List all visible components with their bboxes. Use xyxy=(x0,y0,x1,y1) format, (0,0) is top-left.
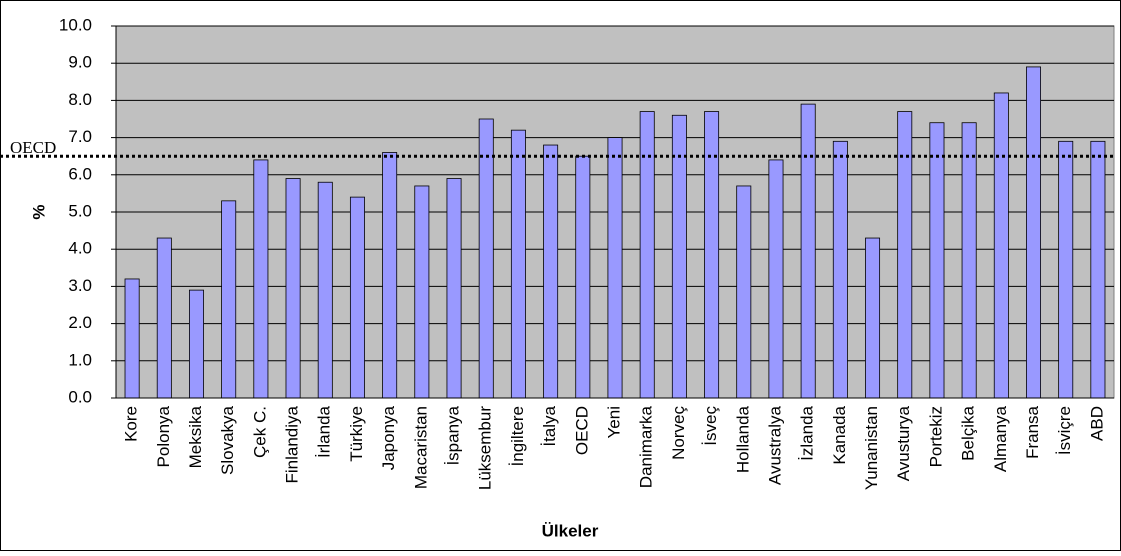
reference-label: OECD xyxy=(10,138,56,157)
bar xyxy=(382,152,398,399)
x-tick-label: Yeni xyxy=(604,406,623,438)
bar xyxy=(510,129,526,399)
y-tick-label: 1.0 xyxy=(68,350,92,369)
bar xyxy=(832,140,848,399)
x-tick-label: Polonya xyxy=(154,405,173,467)
x-tick-label: Japonya xyxy=(379,405,398,470)
x-tick-label: Çek C. xyxy=(250,406,269,458)
x-tick-label: Yunanistan xyxy=(862,406,881,490)
x-tick-label: Fransa xyxy=(1023,405,1042,458)
bar xyxy=(285,178,301,399)
y-tick-label: 8.0 xyxy=(68,90,92,109)
x-tick-label: İsviçre xyxy=(1055,406,1074,455)
y-axis-label: % xyxy=(29,204,48,219)
bar xyxy=(317,181,333,399)
bar xyxy=(349,196,365,399)
x-tick-label: Belçika xyxy=(959,405,978,460)
y-tick-label: 4.0 xyxy=(68,239,92,258)
y-tick-label: 0.0 xyxy=(68,387,92,406)
x-tick-label: Slovakya xyxy=(218,405,237,475)
y-tick-label: 9.0 xyxy=(68,53,92,72)
bar xyxy=(993,92,1009,399)
bar xyxy=(607,137,623,399)
bar xyxy=(253,159,269,399)
bar xyxy=(865,237,881,399)
y-tick-label: 3.0 xyxy=(68,276,92,295)
bar xyxy=(897,111,913,399)
bar xyxy=(800,103,816,399)
x-tick-label: Finlandiya xyxy=(283,405,302,483)
bar xyxy=(414,185,430,399)
x-axis-label: Ülkeler xyxy=(542,521,599,540)
bar xyxy=(1090,140,1106,399)
bar xyxy=(189,289,204,399)
y-tick-label: 2.0 xyxy=(68,313,92,332)
x-tick-label: Avustralya xyxy=(765,405,784,485)
y-tick-label: 10.0 xyxy=(59,15,92,34)
y-tick-label: 5.0 xyxy=(68,201,92,220)
bar xyxy=(478,118,494,399)
x-tick-label: Portekiz xyxy=(926,406,945,467)
bar xyxy=(929,122,945,399)
bar xyxy=(961,122,977,399)
x-tick-label: OECD xyxy=(572,406,591,455)
bar xyxy=(543,144,559,399)
y-tick-label: 6.0 xyxy=(68,164,92,183)
x-tick-label: İsveç xyxy=(701,406,720,446)
x-tick-label: Danimarka xyxy=(637,405,656,488)
bar xyxy=(446,178,462,399)
bar xyxy=(575,155,591,399)
bar xyxy=(639,111,655,399)
bar xyxy=(736,185,752,399)
x-tick-label: İzlanda xyxy=(798,405,817,460)
x-tick-label: Almanya xyxy=(991,405,1010,472)
x-tick-label: Kanada xyxy=(830,405,849,464)
x-tick-label: Norveç xyxy=(669,406,688,460)
bar xyxy=(704,111,720,399)
x-tick-label: Meksika xyxy=(186,405,205,468)
x-tick-label: Kore xyxy=(122,406,141,442)
bar xyxy=(768,159,784,399)
bar xyxy=(156,237,172,399)
x-tick-label: ABD xyxy=(1087,406,1106,441)
x-tick-label: Lüksembur xyxy=(476,406,495,490)
bar xyxy=(1026,66,1041,399)
x-tick-label: Avusturya xyxy=(894,405,913,481)
bar xyxy=(124,278,140,399)
bar xyxy=(221,200,237,399)
y-tick-label: 7.0 xyxy=(68,127,92,146)
x-tick-label: İtalya xyxy=(540,405,559,446)
x-tick-label: Türkiye xyxy=(347,406,366,462)
x-tick-label: İngiltere xyxy=(508,406,527,466)
bar xyxy=(1058,140,1074,399)
x-tick-label: Hollanda xyxy=(733,405,752,473)
x-tick-label: İspanya xyxy=(444,405,463,465)
x-tick-label: Macaristan xyxy=(411,406,430,489)
x-tick-label: İrlanda xyxy=(315,405,334,458)
